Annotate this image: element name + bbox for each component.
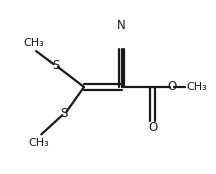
Text: S: S (61, 107, 68, 120)
Text: O: O (168, 81, 177, 93)
Text: CH₃: CH₃ (28, 137, 49, 148)
Text: O: O (148, 121, 157, 134)
Text: CH₃: CH₃ (23, 38, 44, 49)
Text: N: N (117, 19, 126, 32)
Text: CH₃: CH₃ (187, 82, 208, 92)
Text: S: S (52, 59, 59, 72)
